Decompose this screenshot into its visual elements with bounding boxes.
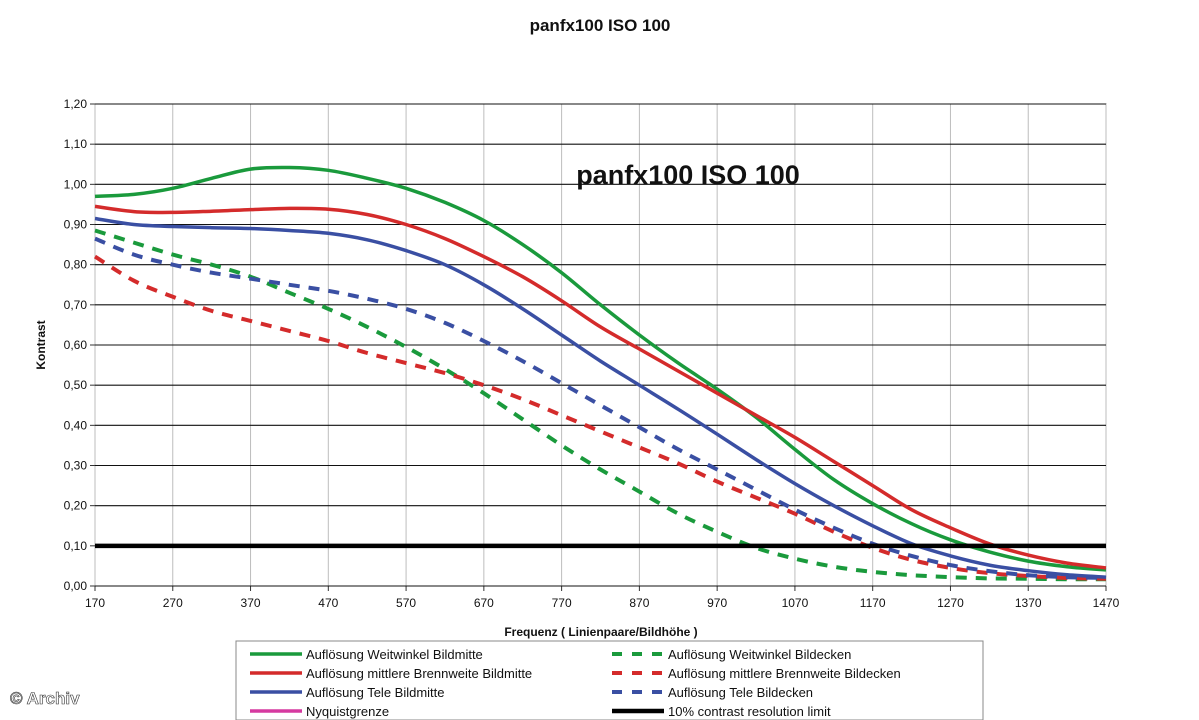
y-tick-label: 0,10 bbox=[64, 539, 88, 553]
series-line-aufl-sung-weitwinkel-bildecken bbox=[94, 228, 1106, 582]
series-line-aufl-sung-tele-bildmitte bbox=[94, 216, 1107, 579]
x-axis-label: Frequenz ( Linienpaare/Bildhöhe ) bbox=[504, 625, 697, 639]
chart-title: panfx100 ISO 100 bbox=[530, 16, 671, 35]
inner-chart-title: panfx100 ISO 100 bbox=[576, 160, 800, 190]
legend-label-aufl-sung-mittlere-brennweite-bildmitte: Auflösung mittlere Brennweite Bildmitte bbox=[306, 666, 532, 681]
x-tick-label: 770 bbox=[552, 596, 572, 610]
y-tick-label: 0,30 bbox=[64, 459, 88, 473]
x-tick-label: 570 bbox=[396, 596, 416, 610]
x-tick-label: 1170 bbox=[860, 596, 886, 610]
y-axis-label: Kontrast bbox=[34, 320, 48, 369]
y-tick-label: 0,60 bbox=[64, 338, 88, 352]
x-tick-label: 370 bbox=[241, 596, 261, 610]
y-tick-label: 1,00 bbox=[64, 177, 88, 191]
x-tick-label: 1070 bbox=[782, 596, 809, 610]
y-tick-label: 0,70 bbox=[64, 298, 88, 312]
x-tick-label: 270 bbox=[163, 596, 183, 610]
legend-label-aufl-sung-weitwinkel-bildmitte: Auflösung Weitwinkel Bildmitte bbox=[306, 647, 483, 662]
y-tick-label: 0,50 bbox=[64, 378, 88, 392]
legend-label-aufl-sung-mittlere-brennweite-bildecken: Auflösung mittlere Brennweite Bildecken bbox=[668, 666, 901, 681]
x-tick-label: 170 bbox=[85, 596, 105, 610]
series-line-aufl-sung-mittlere-brennweite-bildecken bbox=[93, 254, 1107, 581]
x-tick-label: 870 bbox=[629, 596, 649, 610]
legend-label-nyquistgrenze: Nyquistgrenze bbox=[306, 704, 389, 719]
legend-label-aufl-sung-weitwinkel-bildecken: Auflösung Weitwinkel Bildecken bbox=[668, 647, 851, 662]
legend-label-10-contrast-resolution-limit: 10% contrast resolution limit bbox=[668, 704, 831, 719]
y-tick-label: 0,20 bbox=[64, 499, 88, 513]
series-line-aufl-sung-mittlere-brennweite-bildmitte bbox=[94, 204, 1107, 570]
legend-label-aufl-sung-tele-bildmitte: Auflösung Tele Bildmitte bbox=[306, 685, 445, 700]
x-tick-label: 970 bbox=[707, 596, 727, 610]
y-tick-label: 0,40 bbox=[64, 418, 88, 432]
y-tick-label: 1,10 bbox=[64, 137, 88, 151]
x-tick-label: 1370 bbox=[1015, 596, 1042, 610]
y-tick-label: 1,20 bbox=[64, 97, 88, 111]
legend-box bbox=[235, 640, 984, 720]
y-tick-label: 0,00 bbox=[64, 579, 88, 593]
legend-label-aufl-sung-tele-bildecken: Auflösung Tele Bildecken bbox=[668, 685, 813, 700]
watermark: © Archiv bbox=[10, 689, 80, 708]
x-tick-label: 670 bbox=[474, 596, 494, 610]
x-tick-label: 1470 bbox=[1093, 596, 1120, 610]
series-line-aufl-sung-weitwinkel-bildmitte bbox=[94, 165, 1107, 572]
y-tick-label: 0,90 bbox=[64, 218, 88, 232]
plot-area: 170 270 370 470 570 670 770 870 970 1070 1170 1270 1… bbox=[64, 97, 1120, 610]
x-tick-label: 1270 bbox=[937, 596, 964, 610]
y-tick-label: 0,80 bbox=[64, 258, 88, 272]
x-tick-label: 470 bbox=[318, 596, 338, 610]
legend: Auflösung Weitwinkel Bildmitte Auflösung … bbox=[235, 640, 984, 720]
